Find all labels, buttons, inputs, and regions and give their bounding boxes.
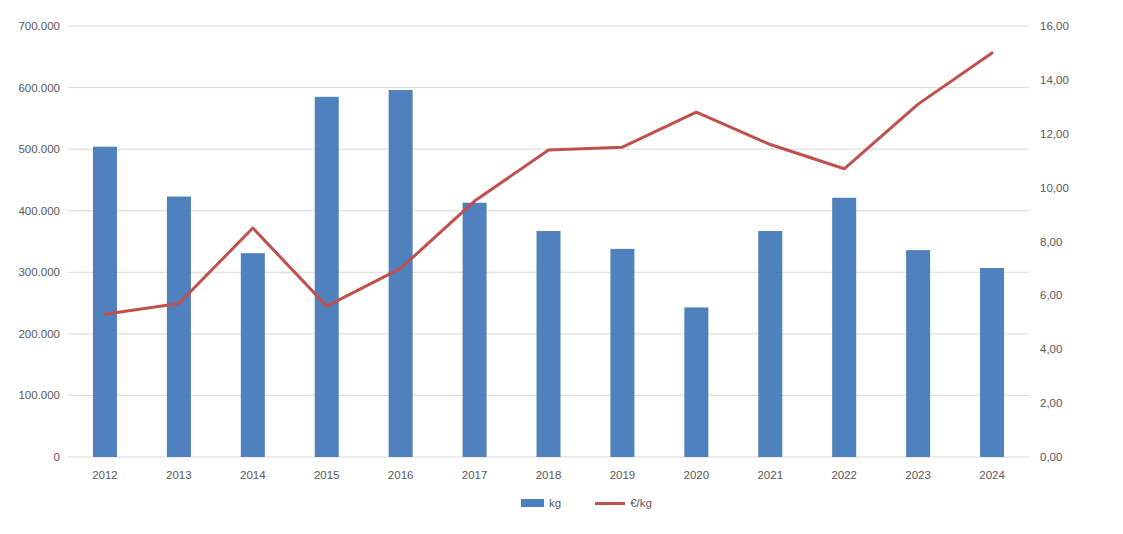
y-axis-right-tick-label: 2,00 bbox=[1040, 397, 1062, 409]
chart-legend: kg €/kg bbox=[25, 497, 1123, 509]
x-axis-tick-label: 2020 bbox=[684, 469, 710, 481]
y-axis-left-tick-label: 700.000 bbox=[18, 20, 60, 32]
x-axis-tick-label: 2023 bbox=[905, 469, 931, 481]
bar-2013 bbox=[167, 197, 191, 457]
y-axis-right-tick-label: 14,00 bbox=[1040, 74, 1069, 86]
y-axis-right-tick-label: 0,00 bbox=[1040, 451, 1062, 463]
bar-2012 bbox=[93, 147, 117, 457]
bar-2024 bbox=[980, 268, 1004, 457]
price-line-swatch-icon bbox=[595, 502, 625, 505]
bar-2018 bbox=[537, 231, 561, 457]
bar-2017 bbox=[463, 203, 487, 457]
y-axis-right-tick-label: 10,00 bbox=[1040, 182, 1069, 194]
kg-bar-swatch-icon bbox=[521, 499, 544, 507]
y-axis-left-tick-label: 500.000 bbox=[18, 143, 60, 155]
legend-label-kg: kg bbox=[549, 497, 561, 509]
chart-canvas: 0 100.000 200.000 300.000 400.000 500.000 600.… bbox=[0, 0, 1123, 534]
legend-label-eur-per-kg: €/kg bbox=[630, 497, 652, 509]
legend-item-eur-per-kg: €/kg bbox=[595, 497, 652, 509]
legend-item-kg: kg bbox=[521, 497, 561, 509]
x-axis-tick-label: 2014 bbox=[240, 469, 266, 481]
bar-2023 bbox=[906, 250, 930, 457]
x-axis-tick-label: 2012 bbox=[92, 469, 118, 481]
y-axis-right-tick-label: 12,00 bbox=[1040, 128, 1069, 140]
y-axis-right-tick-label: 4,00 bbox=[1040, 343, 1062, 355]
y-axis-left-tick-label: 300.000 bbox=[18, 266, 60, 278]
bar-2021 bbox=[758, 231, 782, 457]
x-axis-tick-label: 2013 bbox=[166, 469, 192, 481]
x-axis-tick-label: 2015 bbox=[314, 469, 340, 481]
y-axis-left-tick-label: 600.000 bbox=[18, 82, 60, 94]
bar-2019 bbox=[610, 249, 634, 457]
x-axis-tick-label: 2019 bbox=[610, 469, 636, 481]
y-axis-left-tick-label: 100.000 bbox=[18, 389, 60, 401]
bar-2015 bbox=[315, 97, 339, 457]
y-axis-left-tick-label: 400.000 bbox=[18, 205, 60, 217]
y-axis-right-tick-label: 6,00 bbox=[1040, 289, 1062, 301]
y-axis-right-tick-label: 8,00 bbox=[1040, 236, 1062, 248]
x-axis-tick-label: 2024 bbox=[979, 469, 1005, 481]
y-axis-left-tick-label: 0 bbox=[54, 451, 60, 463]
x-axis-tick-label: 2016 bbox=[388, 469, 414, 481]
bar-2020 bbox=[684, 307, 708, 457]
y-axis-left-tick-label: 200.000 bbox=[18, 328, 60, 340]
bar-2022 bbox=[832, 198, 856, 457]
combo-chart: 0 100.000 200.000 300.000 400.000 500.000 600.… bbox=[0, 0, 1123, 534]
x-axis-tick-label: 2021 bbox=[757, 469, 783, 481]
y-axis-right-tick-label: 16,00 bbox=[1040, 20, 1069, 32]
x-axis-tick-label: 2018 bbox=[536, 469, 562, 481]
bar-2014 bbox=[241, 253, 265, 457]
x-axis-tick-label: 2017 bbox=[462, 469, 488, 481]
x-axis-tick-label: 2022 bbox=[831, 469, 857, 481]
